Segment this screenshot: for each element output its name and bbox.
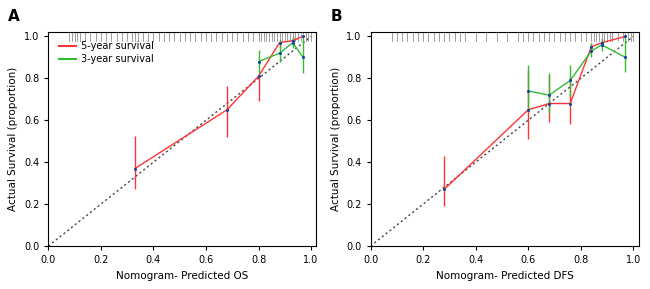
Text: B: B <box>330 9 342 24</box>
Legend: 5-year survival, 3-year survival: 5-year survival, 3-year survival <box>58 41 154 64</box>
Y-axis label: Actual Survival (proportion): Actual Survival (proportion) <box>331 67 341 211</box>
X-axis label: Nomogram- Predicted DFS: Nomogram- Predicted DFS <box>436 271 573 281</box>
Y-axis label: Actual Survival (proportion): Actual Survival (proportion) <box>8 67 18 211</box>
X-axis label: Nomogram- Predicted OS: Nomogram- Predicted OS <box>116 271 248 281</box>
Text: A: A <box>8 9 20 24</box>
